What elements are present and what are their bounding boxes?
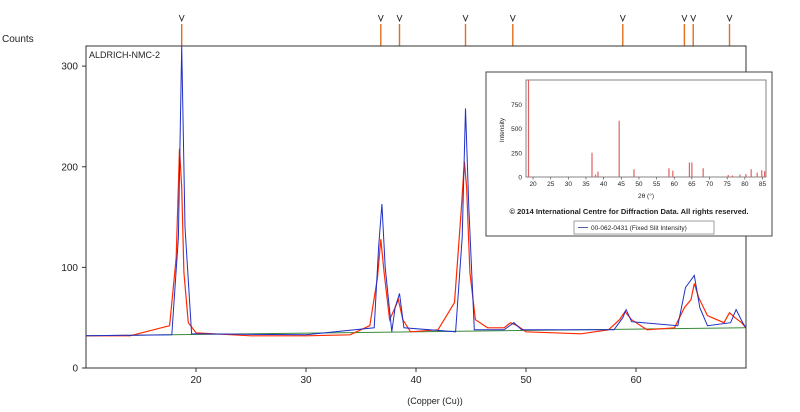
inset-panel: Intensity 20 25 30 35 40 45 50 55 60 65 70 75 80 8502… [485,71,773,237]
inset-y-tick-label: 750 [511,102,522,109]
inset-y-tick-label: 0 [518,175,522,182]
y-tick-label: 300 [61,62,78,73]
inset-x-tick-label: 60 [671,181,679,188]
inset-y-tick-label: 250 [511,150,522,157]
reference-peak-marker [681,14,688,46]
x-tick-label: 50 [520,375,532,386]
x-axis-label: (Copper (Cu)) [407,396,463,406]
y-tick-label: 200 [61,162,78,173]
inset-x-tick-label: 40 [600,181,608,188]
reference-peak-marker [726,14,733,46]
inset-x-tick-label: 85 [759,181,767,188]
y-axis-label: Counts [2,34,34,45]
inset-copyright: © 2014 International Centre for Diffract… [509,207,748,216]
x-tick-label: 40 [410,375,422,386]
inset-x-tick-label: 25 [547,181,555,188]
measured-pattern-line [86,148,747,337]
inset-legend-box [573,220,715,235]
y-tick-label: 0 [72,364,78,375]
inset-x-tick-label: 20 [529,181,537,188]
x-tick-label: 60 [630,375,642,386]
x-tick-label: 20 [190,375,202,386]
inset-x-tick-label: 55 [653,181,661,188]
inset-x-tick-label: 50 [635,181,643,188]
series-layer [85,45,747,337]
reference-peak-marker [377,14,384,46]
inset-x-tick-label: 35 [582,181,590,188]
inset-x-tick-label: 80 [741,181,749,188]
inset-x-axis-label: 2θ (°) [638,192,654,200]
reference-peak-marker [462,14,469,46]
reference-peak-markers [178,14,733,46]
reference-peak-marker [396,14,403,46]
inset-y-tick-label: 500 [511,126,522,133]
y-tick-label: 100 [61,263,78,274]
inset-plot-frame [525,79,767,178]
inset-x-tick-label: 65 [688,181,696,188]
inset-x-tick-label: 75 [724,181,732,188]
inset-x-tick-label: 45 [618,181,626,188]
reference-peak-marker [690,14,697,46]
reference-peak-marker [619,14,626,46]
inset-frame [485,71,773,237]
inset-legend-label: 00-062-0431 (Fixed Slit Intensity) [591,225,687,232]
reference-peak-marker [509,14,516,46]
fitted-pattern-line [85,45,747,337]
reference-peak-marker [178,14,185,46]
inset-x-tick-label: 30 [565,181,573,188]
x-tick-label: 30 [300,375,312,386]
chart-title: ALDRICH-NMC-2 [89,50,160,60]
inset-x-tick-label: 70 [706,181,714,188]
inset-y-axis-label: Intensity [499,117,506,142]
inset-axis-ticks: 20 25 30 35 40 45 50 55 60 65 70 75 80 85 0 250 500 750 [511,102,766,188]
inset-bars [527,80,766,177]
